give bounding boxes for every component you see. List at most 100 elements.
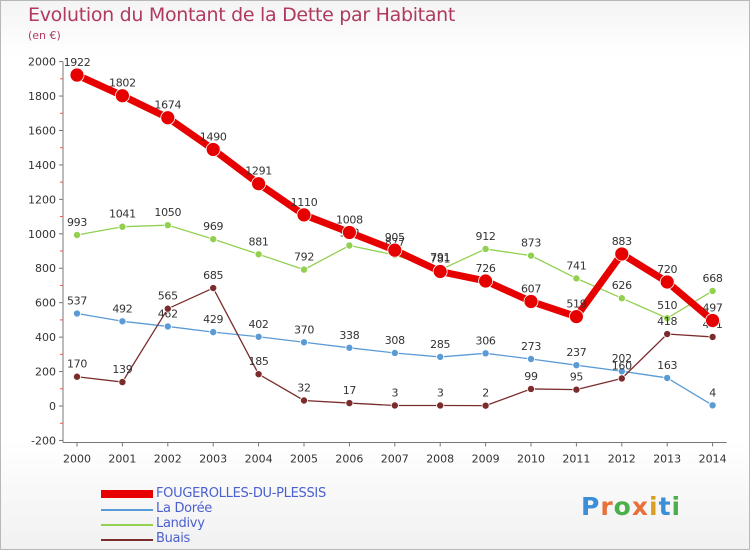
data-point bbox=[659, 274, 675, 290]
data-point bbox=[163, 304, 172, 313]
data-point bbox=[254, 250, 263, 259]
data-point bbox=[163, 221, 172, 230]
data-label: 306 bbox=[476, 334, 496, 347]
data-point bbox=[118, 378, 127, 387]
data-point bbox=[527, 354, 536, 363]
data-label: 3 bbox=[437, 386, 444, 399]
data-point bbox=[436, 401, 445, 410]
data-label: 685 bbox=[203, 269, 223, 282]
proxiti-logo: Proxiti bbox=[581, 492, 681, 521]
chart-title: Evolution du Montant de la Dette par Hab… bbox=[28, 4, 456, 26]
data-label: 626 bbox=[612, 279, 632, 292]
data-point bbox=[708, 332, 717, 341]
data-label: 792 bbox=[294, 251, 314, 264]
x-tick-label: 2003 bbox=[199, 452, 227, 465]
y-tick-label: 1400 bbox=[28, 159, 56, 172]
legend-swatch bbox=[101, 490, 153, 498]
x-tick-label: 2010 bbox=[517, 452, 545, 465]
y-tick-label: 1800 bbox=[28, 90, 56, 103]
logo-letter: x bbox=[631, 492, 649, 521]
logo-letter: P bbox=[581, 492, 601, 521]
data-label: 1802 bbox=[109, 77, 136, 90]
legend-swatch bbox=[101, 539, 153, 541]
data-point bbox=[572, 385, 581, 394]
data-point bbox=[254, 332, 263, 341]
data-label: 95 bbox=[570, 371, 584, 384]
data-label: 99 bbox=[524, 370, 538, 383]
data-point bbox=[296, 207, 312, 223]
y-tick-label: 200 bbox=[35, 366, 56, 379]
y-tick-label: -200 bbox=[31, 434, 56, 447]
data-label: 668 bbox=[703, 272, 723, 285]
legend-label: La Dorée bbox=[156, 501, 212, 516]
data-point bbox=[436, 352, 445, 361]
data-label: 881 bbox=[249, 235, 269, 248]
data-point bbox=[209, 284, 218, 293]
data-point bbox=[617, 294, 626, 303]
data-label: 418 bbox=[657, 315, 677, 328]
data-point bbox=[254, 370, 263, 379]
data-label: 170 bbox=[67, 358, 87, 371]
data-label: 912 bbox=[476, 230, 496, 243]
data-point bbox=[663, 373, 672, 382]
x-tick-label: 2007 bbox=[381, 452, 409, 465]
data-label: 1291 bbox=[245, 165, 272, 178]
data-label: 565 bbox=[158, 290, 178, 303]
data-point bbox=[345, 399, 354, 408]
y-tick-label: 600 bbox=[35, 297, 56, 310]
x-tick-label: 2009 bbox=[472, 452, 500, 465]
y-tick-label: 1200 bbox=[28, 193, 56, 206]
data-point bbox=[345, 241, 354, 250]
data-label: 163 bbox=[657, 359, 677, 372]
legend-label: Buais bbox=[156, 531, 191, 546]
series-buais: 17013956568518532173329995160418401 bbox=[67, 269, 723, 410]
data-label: 607 bbox=[521, 282, 541, 295]
data-point bbox=[115, 88, 130, 104]
data-point bbox=[481, 349, 490, 358]
data-point bbox=[341, 225, 357, 240]
data-point bbox=[527, 251, 536, 260]
data-label: 1922 bbox=[64, 56, 91, 69]
data-label: 519 bbox=[566, 298, 586, 311]
data-point bbox=[299, 338, 308, 347]
data-label: 402 bbox=[249, 318, 269, 331]
data-point bbox=[73, 309, 82, 318]
data-label: 3 bbox=[391, 386, 398, 399]
data-label: 1490 bbox=[200, 130, 227, 143]
data-point bbox=[527, 384, 536, 393]
x-tick-label: 2001 bbox=[108, 452, 136, 465]
data-label: 1050 bbox=[154, 206, 181, 219]
data-label: 160 bbox=[612, 359, 632, 372]
data-label: 497 bbox=[703, 301, 723, 314]
legend-swatch bbox=[101, 509, 153, 511]
data-point bbox=[617, 374, 626, 383]
data-label: 492 bbox=[112, 302, 132, 315]
data-point bbox=[73, 231, 82, 240]
data-point bbox=[299, 396, 308, 405]
data-point bbox=[251, 176, 267, 192]
data-label: 741 bbox=[566, 259, 586, 272]
logo-letter: t bbox=[658, 492, 672, 521]
data-label: 791 bbox=[430, 251, 450, 264]
data-point bbox=[663, 330, 672, 339]
data-label: 17 bbox=[343, 384, 357, 397]
data-label: 237 bbox=[566, 346, 586, 359]
data-label: 370 bbox=[294, 323, 314, 336]
x-tick-label: 2005 bbox=[290, 452, 318, 465]
data-label: 1674 bbox=[154, 99, 181, 112]
data-label: 720 bbox=[657, 263, 677, 276]
data-label: 905 bbox=[385, 231, 405, 244]
data-point bbox=[69, 67, 85, 83]
data-point bbox=[345, 343, 354, 352]
data-point bbox=[708, 401, 717, 410]
data-label: 2 bbox=[482, 387, 489, 400]
data-point bbox=[163, 322, 172, 331]
x-tick-label: 2014 bbox=[699, 452, 727, 465]
x-tick-label: 2002 bbox=[154, 452, 182, 465]
logo-letter: i bbox=[671, 492, 682, 521]
y-tick-label: 800 bbox=[35, 262, 56, 275]
data-point bbox=[205, 142, 221, 157]
data-label: 873 bbox=[521, 237, 541, 250]
data-label: 285 bbox=[430, 338, 450, 351]
